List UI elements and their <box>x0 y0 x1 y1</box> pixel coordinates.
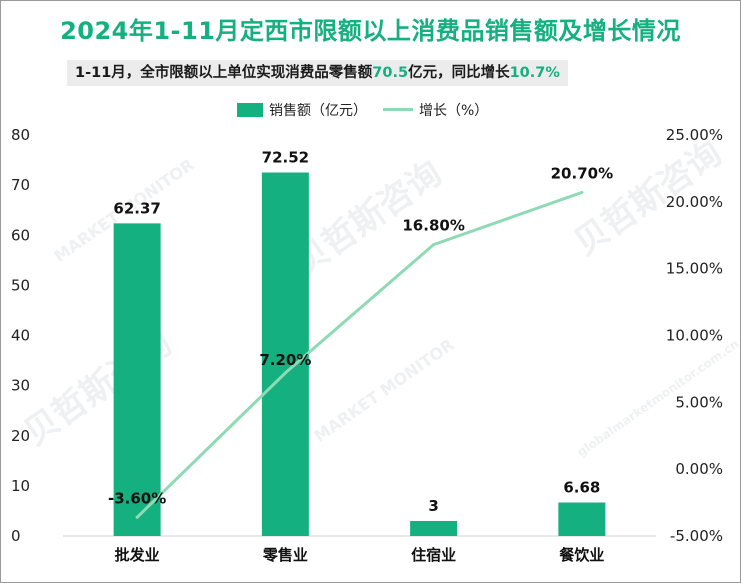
legend-swatch-line <box>383 108 413 111</box>
legend-label-growth: 增长（%） <box>419 103 489 119</box>
legend-item-sales: 销售额（亿元） <box>237 100 367 122</box>
growth-point <box>432 243 436 247</box>
y-right-tick-label: 10.00% <box>666 327 723 345</box>
y-left-tick-label: 50 <box>11 276 30 294</box>
sales-bar <box>558 502 606 536</box>
growth-point <box>580 190 584 194</box>
summary-value-growth: 10.7% <box>509 65 560 81</box>
y-left-tick-label: 0 <box>11 527 21 545</box>
growth-point-label: 16.80% <box>402 217 464 235</box>
y-right-tick-label: 25.00% <box>666 126 723 144</box>
sales-bar-label: 6.68 <box>563 479 600 497</box>
growth-point <box>283 371 287 375</box>
growth-line <box>135 190 584 519</box>
x-category-label: 住宿业 <box>411 546 456 564</box>
y-left-tick-label: 80 <box>11 126 30 144</box>
sales-bar <box>410 520 458 536</box>
chart-legend: 销售额（亿元） 增长（%） <box>1 100 740 122</box>
growth-point-label: -3.60% <box>108 489 166 507</box>
growth-point-label: 20.70% <box>551 164 613 182</box>
sales-bar-label: 3 <box>428 497 438 515</box>
y-right-tick-label: -5.00% <box>670 527 723 545</box>
legend-item-growth: 增长（%） <box>383 100 488 122</box>
y-right-tick-label: 15.00% <box>666 260 723 278</box>
y-right-tick-label: 20.00% <box>666 193 723 211</box>
y-left-tick-label: 10 <box>11 477 30 495</box>
x-category-label: 零售业 <box>262 546 308 564</box>
y-left-tick-label: 20 <box>11 427 30 445</box>
summary-mid: 亿元，同比增长 <box>408 65 510 81</box>
y-left-tick-label: 60 <box>11 226 30 244</box>
y-left-tick-label: 70 <box>11 176 30 194</box>
sales-bar-label: 62.37 <box>113 199 160 217</box>
y-right-tick-label: 5.00% <box>675 393 723 411</box>
x-category-label: 批发业 <box>115 546 160 564</box>
x-category-label: 餐饮业 <box>559 546 604 564</box>
summary-value-total: 70.5 <box>372 65 409 81</box>
y-left-tick-label: 30 <box>11 377 30 395</box>
growth-point <box>135 515 139 519</box>
summary-prefix: 1-11月，全市限额以上单位实现消费品零售额 <box>75 65 373 81</box>
growth-point-label: 7.20% <box>259 351 311 369</box>
summary-banner: 1-11月，全市限额以上单位实现消费品零售额70.5亿元，同比增长10.7% <box>67 60 568 86</box>
y-right-tick-label: 0.00% <box>675 460 723 478</box>
sales-bar <box>261 172 309 536</box>
sales-bar <box>113 223 161 537</box>
legend-label-sales: 销售额（亿元） <box>269 103 367 119</box>
legend-swatch-bar <box>237 103 263 117</box>
chart-title: 2024年1-11月定西市限额以上消费品销售额及增长情况 <box>60 17 681 45</box>
y-left-tick-label: 40 <box>11 327 30 345</box>
sales-bar-label: 72.52 <box>262 148 309 166</box>
